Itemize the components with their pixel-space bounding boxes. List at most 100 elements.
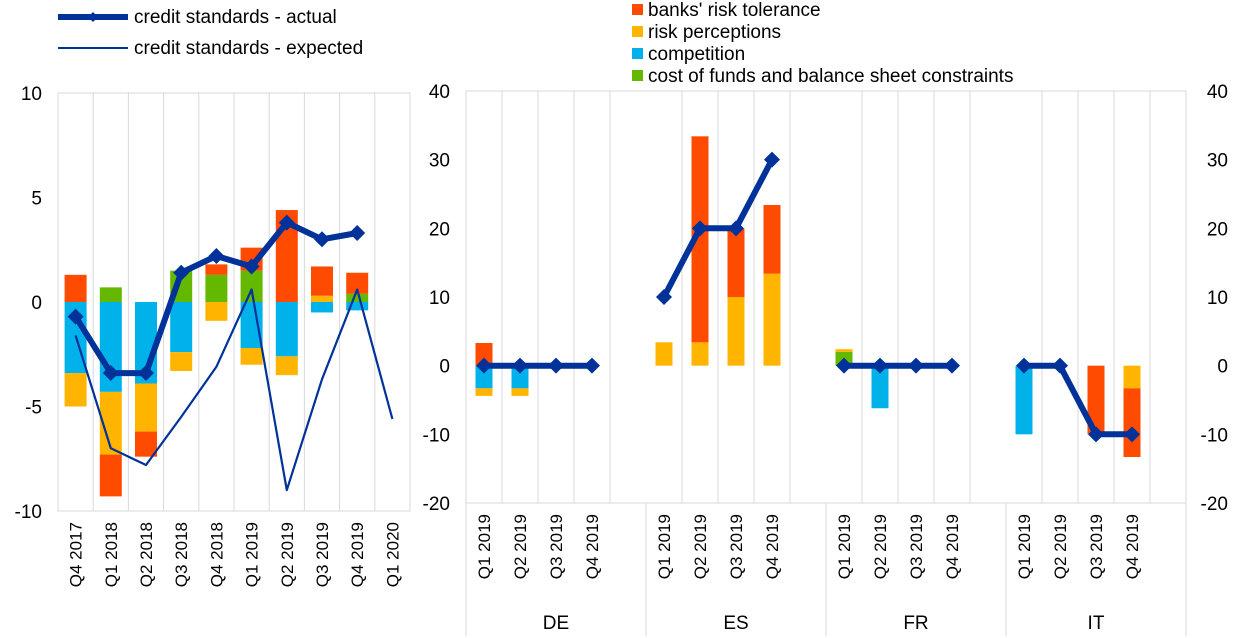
point-actual [728,220,744,237]
bar-cost-of-funds [205,274,228,302]
legend-perceptions-swatch [632,26,643,37]
bar-competition [170,302,193,353]
point-actual [243,258,260,275]
x-tick-label: Q1 2019 [243,522,262,587]
bar-risk-perceptions [135,383,157,432]
point-actual [1124,426,1140,443]
x-tick-label: Q3 2019 [907,514,926,579]
point-actual [173,264,190,281]
y-tick-label-left: 0 [439,357,450,378]
x-tick-label: Q2 2019 [691,514,710,579]
bar-banks-risk-tolerance [64,274,87,302]
x-tick-label: Q1 2019 [1015,514,1034,579]
point-actual [764,151,780,168]
point-actual [102,365,119,382]
bar-competition [311,302,333,313]
bar-banks-risk-tolerance [135,431,157,457]
x-tick-label: Q2 2018 [137,522,156,587]
x-tick-label: Q2 2019 [871,514,890,579]
bar-banks-risk-tolerance [99,454,122,497]
group-label: IT [1088,613,1105,634]
bar-competition [275,302,298,357]
x-tick-label: Q4 2019 [348,522,367,587]
point-actual [476,357,492,374]
x-tick-label: Q4 2017 [67,522,86,587]
legend-tolerance-swatch [632,4,643,15]
point-actual [314,231,330,248]
y-tick-label: 0 [31,293,42,314]
bar-banks-risk-tolerance [727,228,745,297]
x-tick-label: Q3 2019 [1087,514,1106,579]
y-tick-label-left: 10 [429,288,450,309]
point-actual [349,225,366,242]
point-actual [512,357,528,374]
bar-risk-perceptions [275,356,298,376]
point-actual [836,357,852,374]
y-tick-label-right: 40 [1207,82,1228,103]
x-tick-label: Q1 2019 [655,514,674,579]
legend-actual-marker [88,12,98,22]
bar-competition [871,365,889,409]
x-tick-label: Q4 2019 [1123,514,1142,579]
euro-area-panel: -10 -5 0 5 10 Q4 2017 Q1 2018 Q2 2018 Q3 2018 Q4 … [15,84,411,587]
point-actual [944,357,960,374]
legend-expected-label: credit standards - expected [134,38,363,59]
bar-banks-risk-tolerance [205,264,228,275]
bar-banks-risk-tolerance [763,204,781,274]
point-actual [138,365,154,382]
y-tick-label-right: 0 [1217,357,1228,378]
y-tick-label-left: 40 [429,82,450,103]
group-label: FR [903,613,928,634]
bar-risk-perceptions [99,391,122,455]
y-tick-label: -5 [25,398,42,419]
bar-competition [511,365,529,389]
point-actual [67,308,84,325]
bar-risk-perceptions [727,297,745,366]
plot-frame [57,92,411,512]
y-tick-label-left: -10 [423,425,450,446]
y-tick-label: 5 [31,189,42,210]
legend-competition-swatch [632,48,643,59]
x-tick-label: Q3 2019 [547,514,566,579]
bar-risk-perceptions [475,388,493,396]
x-tick-label: Q2 2019 [278,522,297,587]
x-tick-label: Q4 2019 [763,514,782,579]
x-tick-label: Q4 2019 [583,514,602,579]
bar-risk-perceptions [763,273,781,366]
point-actual [208,248,225,265]
line-actual [1024,362,1132,438]
legend-cost-label: cost of funds and balance sheet constrai… [648,66,1013,87]
point-actual [278,214,295,231]
point-actual [1088,426,1104,443]
bar-competition [346,302,369,311]
bar-banks-risk-tolerance [346,272,369,294]
line-expected [74,288,394,492]
bar-banks-risk-tolerance [1087,365,1105,435]
bar-banks-risk-tolerance [475,343,493,366]
y-tick-label-right: -20 [1201,494,1228,515]
x-tick-label: Q2 2019 [511,514,530,579]
y-tick-label-right: -10 [1201,425,1228,446]
y-tick-label: -10 [15,502,42,523]
line-actual [661,158,775,299]
bar-risk-perceptions [1123,365,1141,389]
bar-risk-perceptions [655,342,673,366]
bar-competition [475,365,493,389]
x-tick-label: Q3 2019 [727,514,746,579]
bar-risk-perceptions [311,295,333,302]
legend-lines: credit standards - actual credit standar… [58,7,363,59]
point-actual [548,357,564,374]
bar-risk-perceptions [691,342,709,366]
y-tick-label-right: 20 [1207,219,1228,240]
bar-competition [240,302,263,348]
country-panel: -20 -20 -10 -10 0 0 10 10 20 20 30 30 40 40 Q1 2019 Q2 … [423,82,1228,636]
bar-risk-perceptions [170,352,193,371]
y-tick-label-left: 20 [429,219,450,240]
y-tick-label: 10 [21,84,42,105]
bar-banks-risk-tolerance [311,266,333,296]
legend-actual-label: credit standards - actual [134,7,337,28]
x-tick-label: Q3 2019 [313,522,332,587]
x-tick-label: Q4 2019 [943,514,962,579]
point-actual [872,357,888,374]
y-tick-label-left: 30 [429,151,450,172]
